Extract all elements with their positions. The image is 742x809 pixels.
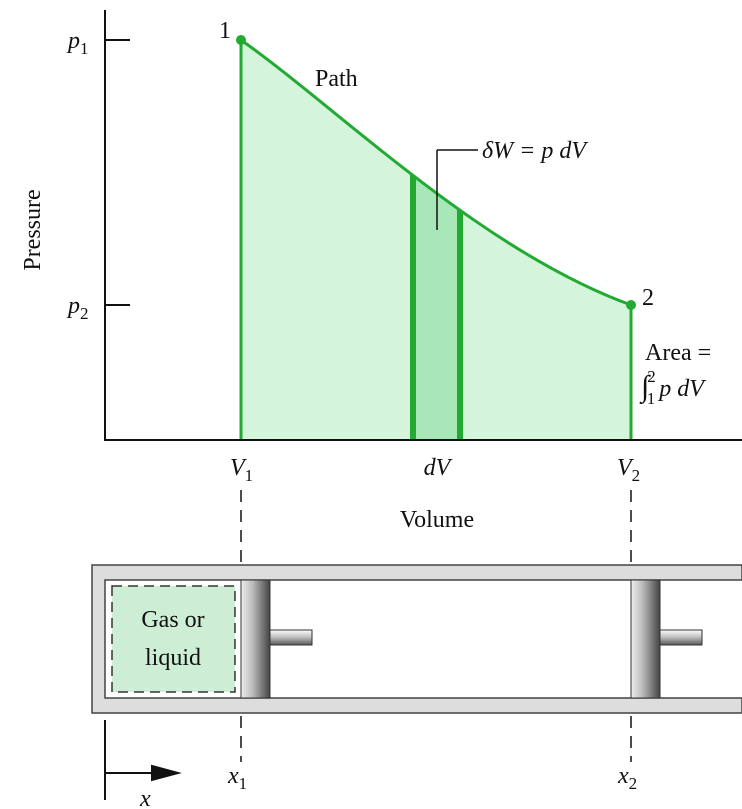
diagram: p1 p2 Pressure V1 dV V2 Volume 1 2 Path …	[0, 0, 742, 809]
position-label: x2	[617, 763, 637, 793]
y-tick-label: p1	[66, 28, 89, 58]
piston-rod	[660, 630, 702, 645]
gas-region	[112, 586, 235, 692]
x-axis-label: Volume	[400, 507, 474, 533]
area-label: Area =	[645, 340, 711, 366]
y-axis-label: Pressure	[20, 189, 46, 270]
x-direction-label: x	[139, 786, 151, 809]
position-label: x1	[227, 763, 247, 793]
piston-rod	[270, 630, 312, 645]
piston	[241, 580, 270, 698]
piston	[631, 580, 660, 698]
x-tick-label: dV	[424, 455, 453, 481]
state-point	[236, 35, 246, 45]
gas-label: liquid	[145, 645, 201, 671]
point-label: 2	[642, 285, 654, 311]
point-label: 1	[219, 18, 231, 44]
gas-label: Gas or	[141, 607, 204, 633]
x-tick-label: V2	[617, 455, 640, 485]
y-tick-label: p2	[66, 293, 89, 323]
state-point	[626, 300, 636, 310]
x-tick-label: V1	[230, 455, 253, 485]
work-label: δW = p dV	[482, 138, 588, 164]
path-label: Path	[315, 66, 358, 92]
